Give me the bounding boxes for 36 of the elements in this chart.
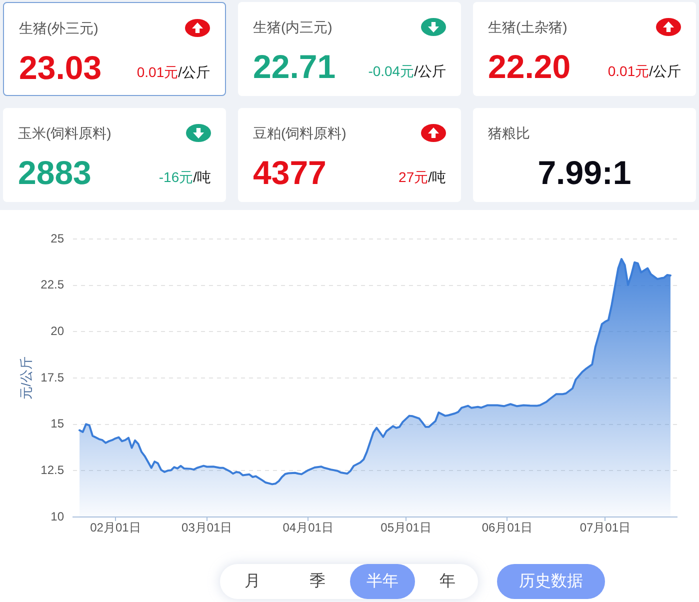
data-label: -16元 bbox=[158, 169, 194, 185]
text: /吨 bbox=[428, 169, 446, 185]
tab[interactable]: 月 bbox=[220, 564, 285, 599]
y-tick-label: 12.5 bbox=[40, 462, 64, 477]
data-label: 22.20 bbox=[488, 48, 571, 86]
text: 猪粮比 bbox=[488, 124, 530, 142]
text: /吨 bbox=[193, 169, 211, 185]
y-tick-label: 15 bbox=[50, 416, 64, 431]
y-tick-label: 10 bbox=[50, 509, 64, 524]
x-tick-label: 06月01日 bbox=[482, 520, 533, 535]
text: 玉米(饲料原料) bbox=[18, 124, 112, 142]
y-tick-label: 25 bbox=[50, 231, 64, 246]
text: 生猪(内三元) bbox=[253, 18, 332, 36]
data-label: 2883 bbox=[18, 154, 92, 192]
x-tick-label: 07月01日 bbox=[580, 520, 631, 535]
data-label: 27元 bbox=[398, 169, 428, 185]
x-tick-label: 02月01日 bbox=[90, 520, 141, 535]
tab[interactable]: 季 bbox=[285, 564, 350, 599]
data-label: -0.04元 bbox=[368, 63, 414, 79]
x-tick-label: 05月01日 bbox=[380, 520, 432, 535]
y-axis-title: 元/公斤 bbox=[18, 356, 34, 400]
x-tick-label: 03月01日 bbox=[182, 520, 232, 535]
text: 豆粕(饲料原料) bbox=[253, 124, 346, 142]
data-label: 0.01元 bbox=[608, 63, 650, 79]
text: /公斤 bbox=[414, 63, 446, 79]
data-label: 7.99:1 bbox=[536, 154, 632, 192]
text: /公斤 bbox=[649, 63, 681, 79]
text: 生猪(土杂猪) bbox=[488, 18, 568, 36]
y-tick-label: 20 bbox=[50, 324, 64, 338]
tab[interactable]: 年 bbox=[415, 564, 480, 599]
x-tick-label: 04月01日 bbox=[282, 520, 334, 535]
y-tick-label: 22.5 bbox=[40, 278, 64, 292]
data-label: 22.71 bbox=[253, 48, 336, 86]
y-tick-label: 17.5 bbox=[40, 370, 64, 384]
period-tabs[interactable]: 月 季 半年 年 bbox=[220, 564, 478, 599]
data-label: 4377 bbox=[253, 154, 326, 192]
